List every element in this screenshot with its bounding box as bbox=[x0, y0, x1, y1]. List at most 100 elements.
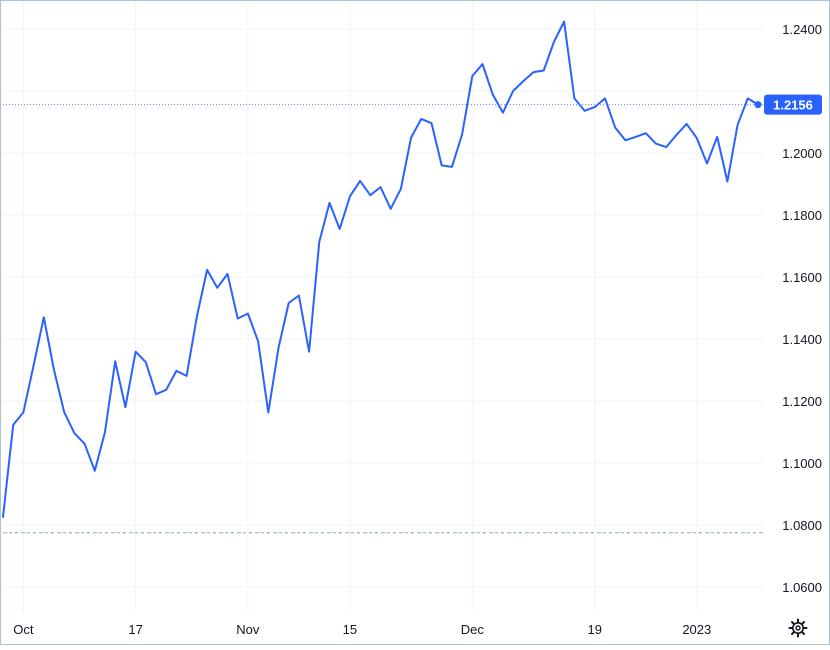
y-tick-label: 1.0600 bbox=[782, 580, 822, 595]
data-point[interactable] bbox=[307, 349, 312, 354]
data-point[interactable] bbox=[725, 179, 730, 184]
data-point[interactable] bbox=[388, 206, 393, 211]
data-point[interactable] bbox=[133, 349, 138, 354]
data-point[interactable] bbox=[245, 311, 250, 316]
x-axis[interactable]: Oct 17 Nov 15 Dec 19 2023 bbox=[13, 622, 711, 637]
data-point[interactable] bbox=[266, 410, 271, 415]
data-point[interactable] bbox=[684, 121, 689, 126]
data-point[interactable] bbox=[715, 134, 720, 139]
data-point[interactable] bbox=[643, 131, 648, 136]
data-point[interactable] bbox=[500, 110, 505, 115]
data-point[interactable] bbox=[409, 135, 414, 140]
data-point[interactable] bbox=[653, 141, 658, 146]
data-point[interactable] bbox=[551, 40, 556, 45]
data-point[interactable] bbox=[439, 163, 444, 168]
data-point[interactable] bbox=[449, 164, 454, 169]
data-point[interactable] bbox=[164, 387, 169, 392]
series-line bbox=[2, 20, 759, 518]
y-axis[interactable]: 1.2400 1.2000 1.1800 1.1600 1.1400 1.1200 1.10… bbox=[782, 22, 822, 595]
data-point[interactable] bbox=[92, 468, 97, 473]
data-point[interactable] bbox=[337, 226, 342, 231]
x-tick-label: Oct bbox=[13, 622, 34, 637]
data-point[interactable] bbox=[694, 136, 699, 141]
y-tick-label: 1.1000 bbox=[782, 456, 822, 471]
x-tick-label: 17 bbox=[128, 622, 142, 637]
data-point[interactable] bbox=[745, 96, 750, 101]
data-point[interactable] bbox=[143, 360, 148, 365]
y-tick-label: 1.2000 bbox=[782, 146, 822, 161]
data-point[interactable] bbox=[531, 70, 536, 75]
data-point[interactable] bbox=[62, 410, 67, 415]
data-point[interactable] bbox=[613, 125, 618, 130]
data-point[interactable] bbox=[235, 316, 240, 321]
data-point[interactable] bbox=[52, 368, 57, 373]
x-tick-label: Nov bbox=[236, 622, 260, 637]
data-point[interactable] bbox=[633, 134, 638, 139]
data-point[interactable] bbox=[21, 410, 26, 415]
y-tick-label: 1.1800 bbox=[782, 208, 822, 223]
data-point[interactable] bbox=[1, 514, 6, 519]
data-point[interactable] bbox=[205, 267, 210, 272]
grid-lines bbox=[3, 2, 763, 612]
x-tick-label: Dec bbox=[461, 622, 485, 637]
data-point[interactable] bbox=[562, 19, 567, 24]
data-point[interactable] bbox=[704, 161, 709, 166]
data-point[interactable] bbox=[82, 441, 87, 446]
data-point[interactable] bbox=[429, 121, 434, 126]
last-price-label: 1.2156 bbox=[773, 98, 813, 113]
data-point[interactable] bbox=[276, 345, 281, 350]
data-point[interactable] bbox=[480, 62, 485, 67]
gear-icon bbox=[788, 618, 808, 638]
data-point[interactable] bbox=[602, 96, 607, 101]
y-tick-label: 1.1200 bbox=[782, 394, 822, 409]
data-point[interactable] bbox=[296, 293, 301, 298]
data-point[interactable] bbox=[11, 422, 16, 427]
series-layer bbox=[1, 19, 759, 519]
data-point[interactable] bbox=[194, 314, 199, 319]
y-tick-label: 1.0800 bbox=[782, 518, 822, 533]
data-point[interactable] bbox=[592, 105, 597, 110]
last-point-marker bbox=[754, 101, 762, 109]
y-tick-label: 1.2400 bbox=[782, 22, 822, 37]
data-point[interactable] bbox=[31, 363, 36, 368]
data-point[interactable] bbox=[113, 359, 118, 364]
y-tick-label: 1.1600 bbox=[782, 270, 822, 285]
data-point[interactable] bbox=[378, 185, 383, 190]
data-point[interactable] bbox=[184, 373, 189, 378]
data-point[interactable] bbox=[572, 96, 577, 101]
data-point[interactable] bbox=[368, 193, 373, 198]
data-point[interactable] bbox=[317, 239, 322, 244]
data-point[interactable] bbox=[358, 178, 363, 183]
data-point[interactable] bbox=[103, 430, 108, 435]
data-point[interactable] bbox=[327, 200, 332, 205]
data-point[interactable] bbox=[256, 339, 261, 344]
data-point[interactable] bbox=[123, 405, 128, 410]
data-point[interactable] bbox=[541, 68, 546, 73]
data-point[interactable] bbox=[225, 271, 230, 276]
data-point[interactable] bbox=[398, 186, 403, 191]
data-point[interactable] bbox=[72, 431, 77, 436]
last-price-layer: 1.2156 bbox=[3, 94, 822, 115]
data-point[interactable] bbox=[674, 133, 679, 138]
data-point[interactable] bbox=[460, 132, 465, 137]
data-point[interactable] bbox=[286, 301, 291, 306]
data-point[interactable] bbox=[511, 89, 516, 94]
data-point[interactable] bbox=[347, 194, 352, 199]
data-point[interactable] bbox=[174, 368, 179, 373]
data-point[interactable] bbox=[41, 315, 46, 320]
data-point[interactable] bbox=[582, 108, 587, 113]
data-point[interactable] bbox=[419, 116, 424, 121]
data-point[interactable] bbox=[521, 79, 526, 84]
data-point[interactable] bbox=[664, 145, 669, 150]
settings-button[interactable] bbox=[788, 618, 808, 638]
data-point[interactable] bbox=[215, 285, 220, 290]
data-point[interactable] bbox=[490, 92, 495, 97]
data-point[interactable] bbox=[623, 138, 628, 143]
data-point[interactable] bbox=[735, 122, 740, 127]
data-point[interactable] bbox=[154, 392, 159, 397]
data-point[interactable] bbox=[470, 74, 475, 79]
x-tick-label: 19 bbox=[588, 622, 602, 637]
